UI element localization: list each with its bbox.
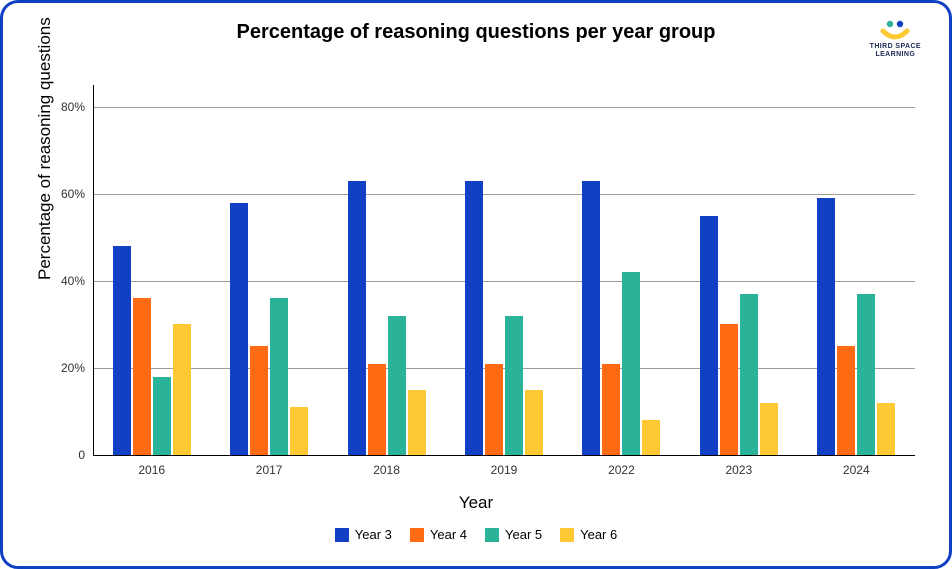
bar — [348, 181, 366, 455]
bar — [642, 420, 660, 455]
bar — [622, 272, 640, 455]
bar — [133, 298, 151, 455]
brand-logo: THIRD SPACE LEARNING — [870, 19, 921, 58]
chart-title: Percentage of reasoning questions per ye… — [3, 21, 949, 44]
legend-item: Year 5 — [485, 527, 542, 542]
chart-card: Percentage of reasoning questions per ye… — [0, 0, 952, 569]
y-tick-label: 20% — [61, 361, 93, 375]
legend-label: Year 4 — [430, 527, 467, 542]
gridline — [93, 107, 915, 108]
bar — [290, 407, 308, 455]
bar-group — [113, 246, 191, 455]
legend-swatch — [485, 528, 499, 542]
y-tick-label: 40% — [61, 274, 93, 288]
bar — [700, 216, 718, 455]
bar — [270, 298, 288, 455]
bar — [505, 316, 523, 455]
brand-logo-icon — [870, 19, 921, 41]
x-tick-label: 2016 — [138, 455, 165, 477]
legend-swatch — [560, 528, 574, 542]
x-tick-label: 2018 — [373, 455, 400, 477]
y-tick-label: 80% — [61, 100, 93, 114]
bar — [602, 364, 620, 455]
y-axis-label: Percentage of reasoning questions — [35, 17, 55, 280]
y-tick-label: 60% — [61, 187, 93, 201]
bar-group — [230, 203, 308, 455]
x-tick-label: 2022 — [608, 455, 635, 477]
bar — [857, 294, 875, 455]
bar — [173, 324, 191, 455]
legend-item: Year 6 — [560, 527, 617, 542]
bar — [113, 246, 131, 455]
bar — [485, 364, 503, 455]
legend-swatch — [410, 528, 424, 542]
y-axis-line — [93, 85, 94, 455]
bar-group — [582, 181, 660, 455]
legend: Year 3 Year 4 Year 5 Year 6 — [3, 527, 949, 542]
bar — [582, 181, 600, 455]
bar — [230, 203, 248, 455]
legend-swatch — [335, 528, 349, 542]
bar-group — [348, 181, 426, 455]
bar — [740, 294, 758, 455]
x-tick-label: 2019 — [491, 455, 518, 477]
legend-label: Year 3 — [355, 527, 392, 542]
bar-group — [700, 216, 778, 455]
bar — [368, 364, 386, 455]
plot-area: 020%40%60%80%201620172018201920222023202… — [93, 85, 915, 455]
bar — [525, 390, 543, 455]
brand-logo-text: THIRD SPACE LEARNING — [870, 43, 921, 58]
bar — [817, 198, 835, 455]
x-tick-label: 2017 — [256, 455, 283, 477]
bar — [720, 324, 738, 455]
bar — [465, 181, 483, 455]
legend-item: Year 3 — [335, 527, 392, 542]
bar — [408, 390, 426, 455]
bar — [250, 346, 268, 455]
x-axis-label: Year — [3, 493, 949, 513]
bar — [877, 403, 895, 455]
legend-label: Year 6 — [580, 527, 617, 542]
bar — [760, 403, 778, 455]
bar — [388, 316, 406, 455]
x-tick-label: 2023 — [725, 455, 752, 477]
bar — [153, 377, 171, 455]
y-tick-label: 0 — [78, 448, 93, 462]
bar — [837, 346, 855, 455]
x-tick-label: 2024 — [843, 455, 870, 477]
bar-group — [817, 198, 895, 455]
legend-label: Year 5 — [505, 527, 542, 542]
bar-group — [465, 181, 543, 455]
legend-item: Year 4 — [410, 527, 467, 542]
